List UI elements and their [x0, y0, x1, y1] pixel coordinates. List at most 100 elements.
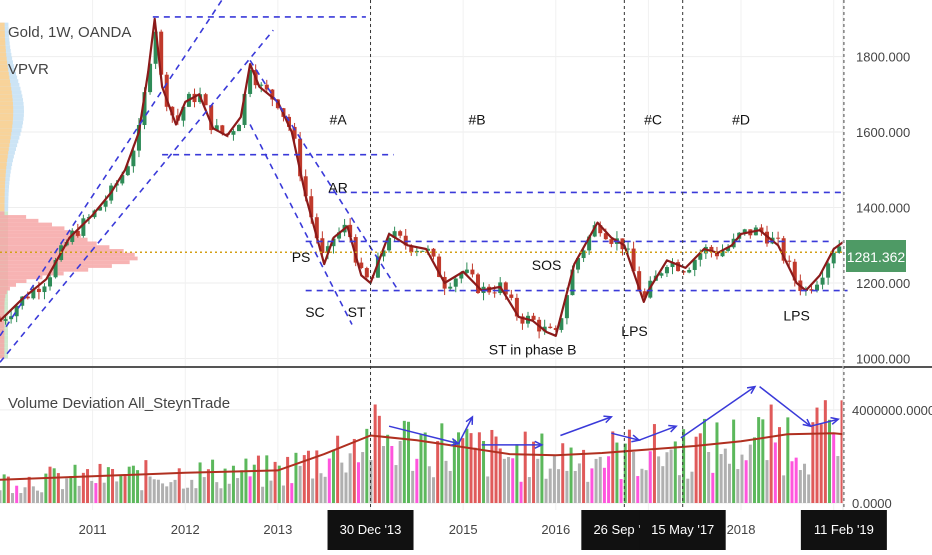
volume-bar: [473, 447, 477, 504]
volume-bar: [507, 457, 511, 504]
candle-body: [236, 124, 241, 132]
volume-bar: [315, 450, 319, 504]
volume-bar: [102, 482, 106, 504]
candle-body: [375, 256, 380, 278]
volume-profile-bar: [0, 211, 5, 216]
volume-bar: [65, 478, 69, 504]
volume-profile-bar: [0, 350, 5, 355]
candle-body: [553, 328, 558, 330]
volume-bar: [323, 476, 327, 504]
candle-body: [792, 261, 797, 281]
volume-profile-bar: [0, 147, 9, 151]
volume-bar: [607, 456, 611, 504]
volume-bar: [823, 400, 827, 504]
volume-bar: [815, 407, 819, 504]
volume-profile-bar: [0, 354, 5, 359]
volume-profile-bar: [0, 86, 12, 91]
volume-bar: [240, 470, 244, 504]
volume-arrow-head: [668, 424, 678, 433]
volume-bar: [252, 464, 256, 504]
volume-bar: [786, 417, 790, 504]
volume-bar: [44, 473, 48, 504]
candle-body: [53, 260, 58, 278]
volume-bar: [461, 438, 465, 504]
volume-bar: [498, 448, 502, 504]
candle-body: [209, 105, 214, 131]
candle-body: [809, 289, 814, 291]
candle-body: [214, 125, 219, 131]
volume-profile-bar: [0, 49, 6, 53]
volume-bar: [465, 428, 469, 504]
volume-bar: [636, 476, 640, 504]
volume-arrow-head: [746, 385, 757, 394]
volume-bar: [598, 456, 602, 504]
volume-bar: [236, 478, 240, 504]
annotation-label: AR: [328, 179, 347, 195]
candle-body: [298, 138, 303, 177]
indicator-label: VPVR: [8, 61, 49, 78]
volume-bar: [281, 485, 285, 504]
date-marker-label: 15 May '17: [651, 522, 714, 537]
volume-profile-bar: [0, 320, 5, 325]
candle-body: [509, 294, 514, 298]
candle-body: [742, 229, 747, 233]
annotation-label: #C: [644, 112, 662, 128]
volume-bar: [52, 468, 56, 504]
volume-bar: [415, 458, 419, 504]
volume-bar: [565, 470, 569, 504]
volume-bar: [536, 458, 540, 504]
volume-profile-bar: [0, 37, 6, 42]
volume-bar: [669, 449, 673, 504]
candle-body: [425, 248, 430, 251]
volume-profile-bar: [0, 162, 7, 167]
candle-body: [170, 106, 175, 116]
candle-body: [25, 296, 30, 299]
volume-bar: [140, 490, 144, 504]
volume-bar: [77, 485, 81, 504]
volume-bar: [390, 445, 394, 504]
volume-bar: [261, 486, 265, 504]
volume-profile-bar: [0, 256, 138, 261]
candle-body: [231, 131, 236, 135]
volume-profile-bar: [0, 98, 13, 102]
volume-bar: [6, 476, 10, 504]
volume-profile-bar: [0, 139, 11, 144]
date-marker-box: [327, 510, 414, 550]
candle-body: [309, 196, 314, 218]
candle-body: [103, 200, 108, 207]
volume-bar: [569, 447, 573, 504]
candle-body: [453, 278, 458, 287]
candle-body: [592, 225, 597, 237]
price-axis[interactable]: 1000.000 1200.000 1400.000 1600.000 1800.000: [856, 50, 910, 367]
volume-bar: [361, 452, 365, 504]
candle-body: [320, 238, 325, 253]
volume-profile-bar: [0, 301, 5, 306]
volume-bar: [665, 452, 669, 504]
volume-bar: [523, 431, 527, 504]
volume-bar: [590, 468, 594, 504]
annotation-label: LPS: [783, 308, 809, 324]
volume-bar: [344, 472, 348, 504]
candle-body: [387, 237, 392, 251]
candle-body: [720, 250, 725, 257]
volume-bar: [398, 441, 402, 504]
volume-bar: [136, 470, 140, 504]
time-tick-label: 2012: [171, 522, 200, 537]
volume-arrow: [457, 416, 474, 445]
volume-bar: [782, 475, 786, 504]
volume-bar: [394, 465, 398, 504]
volume-bar: [327, 458, 331, 504]
candle-body: [9, 316, 14, 320]
volume-bar: [407, 421, 411, 504]
candle-body: [270, 89, 275, 100]
volume-axis[interactable]: 0.0000 4000000.0000: [852, 403, 932, 511]
candle-body: [692, 259, 697, 270]
candle-body: [492, 292, 497, 294]
annotation-label: #A: [330, 112, 348, 128]
candle-body: [598, 225, 603, 234]
volume-profile-bar: [0, 328, 5, 333]
candle-body: [131, 150, 136, 167]
candle-body: [837, 246, 842, 253]
